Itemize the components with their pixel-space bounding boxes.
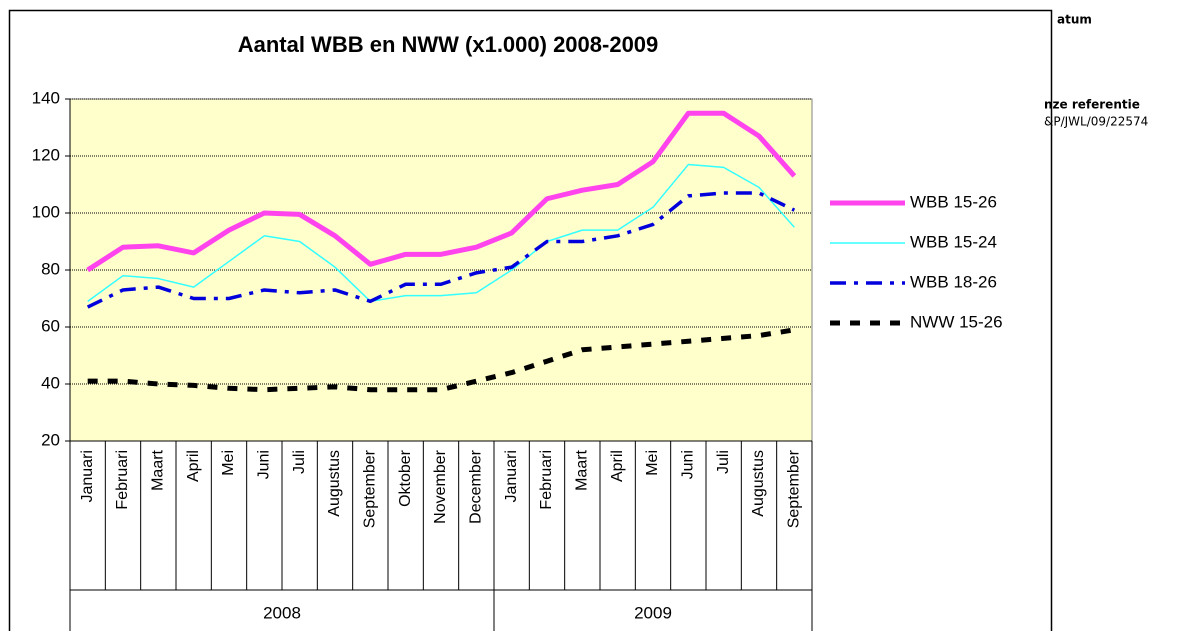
legend-label: WBB 15-26 (910, 192, 997, 211)
x-tick-label: Januari (79, 450, 96, 502)
series-line (87, 163, 795, 303)
x-tick-label: December (468, 449, 485, 523)
x-tick-label: Mei (220, 450, 237, 476)
x-tick-label: Oktober (397, 449, 414, 507)
y-tick-label: 100 (32, 202, 60, 221)
x-tick-label: April (609, 450, 626, 482)
x-tick-label: Augustus (750, 450, 767, 517)
x-tick-label: Januari (503, 450, 520, 502)
legend-label: WBB 18-26 (910, 272, 997, 291)
x-tick-label: April (185, 450, 202, 482)
y-tick-label: 60 (41, 316, 60, 335)
chart-title: Aantal WBB en NWW (x1.000) 2008-2009 (238, 32, 659, 57)
x-tick-label: Juni (680, 450, 697, 479)
y-tick-label: 40 (41, 373, 60, 392)
group-label: 2009 (634, 603, 672, 622)
group-label: 2008 (263, 603, 301, 622)
date-label: atum (1057, 13, 1092, 27)
x-tick-label: Juli (715, 450, 732, 474)
x-tick-label: Mei (644, 450, 661, 476)
y-tick-label: 80 (41, 259, 60, 278)
series-line (86, 191, 796, 309)
legend-label: WBB 15-24 (910, 232, 997, 251)
x-tick-label: Juni (256, 450, 273, 479)
x-tick-label: Juli (291, 450, 308, 474)
y-tick-label: 140 (32, 88, 60, 107)
x-tick-label: November (432, 449, 449, 523)
x-tick-label: Februari (538, 450, 555, 510)
x-tick-label: Maart (150, 449, 167, 490)
x-tick-label: September (786, 449, 803, 528)
y-tick-label: 120 (32, 145, 60, 164)
reference: &P/JWL/09/22574 (1044, 115, 1148, 129)
series-line (86, 110, 797, 273)
x-tick-label: Augustus (326, 450, 343, 517)
x-tick-label: Februari (114, 450, 131, 510)
y-tick-label: 20 (41, 430, 60, 449)
legend-label: NWW 15-26 (910, 312, 1003, 331)
reference-label: nze referentie (1044, 98, 1140, 112)
x-tick-label: Maart (574, 449, 591, 490)
x-tick-label: September (362, 449, 379, 528)
chart-frame (8, 9, 1053, 631)
